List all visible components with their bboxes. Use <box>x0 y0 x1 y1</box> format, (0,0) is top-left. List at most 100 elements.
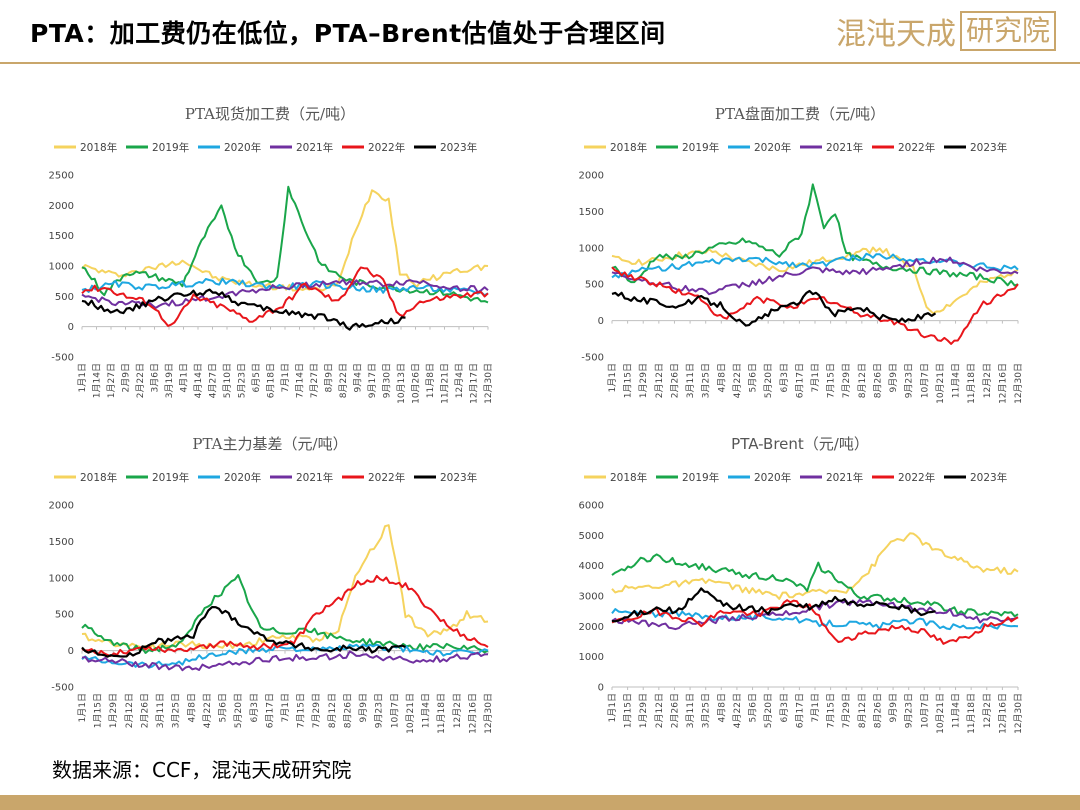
x-tick-label: 12月30日 <box>1013 693 1024 734</box>
x-tick-label: 8月12日 <box>857 693 868 728</box>
x-tick-label: 7月1日 <box>810 693 821 722</box>
chart-title: PTA盘面加工费（元/吨） <box>715 105 885 123</box>
x-tick-label: 7月29日 <box>311 693 322 728</box>
x-tick-label: 9月4日 <box>353 363 364 392</box>
x-tick-label: 3月11日 <box>685 363 696 398</box>
legend-label: 2023年 <box>970 141 1007 154</box>
x-tick-label: 3月25日 <box>701 363 712 398</box>
x-tick-label: 10月21日 <box>935 693 946 734</box>
x-tick-label: 1月1日 <box>607 693 618 722</box>
x-tick-label: 9月23日 <box>374 693 385 728</box>
x-tick-label: 5月20日 <box>763 693 774 728</box>
series-line-2023 <box>81 288 406 331</box>
series-line-2019 <box>81 574 489 654</box>
x-tick-label: 2月26日 <box>139 693 150 728</box>
x-tick-label: 12月16日 <box>997 363 1008 404</box>
x-tick-label: 4月22日 <box>732 693 743 728</box>
x-tick-label: 7月14日 <box>295 363 306 398</box>
x-tick-label: 5月20日 <box>233 693 244 728</box>
chart-spot-processing-fee: PTA现货加工费（元/吨） 2018年 2019年 2020年 2021年 2022年 20… <box>49 105 494 404</box>
logo-text: 混沌天成 <box>835 17 956 52</box>
y-tick-label: 3000 <box>579 592 604 603</box>
x-tick-label: 4月27日 <box>208 363 219 398</box>
x-tick-label: 12月2日 <box>982 363 993 398</box>
x-tick-label: 11月18日 <box>966 363 977 404</box>
x-tick-label: 12月16日 <box>997 693 1008 734</box>
x-tick-label: 2月12日 <box>654 363 665 398</box>
x-tick-label: 5月20日 <box>763 363 774 398</box>
x-tick-label: 7月15日 <box>826 363 837 398</box>
legend-label: 2019年 <box>152 141 189 154</box>
chart-main-basis: PTA主力基差（元/吨） 2018年 2019年 2020年 2021年 2022年 202… <box>49 435 494 734</box>
x-tick-label: 4月22日 <box>732 363 743 398</box>
x-tick-label: 1月29日 <box>638 363 649 398</box>
series-line-2020 <box>611 252 1019 279</box>
x-tick-label: 1月1日 <box>77 693 88 722</box>
legend-label: 2022年 <box>898 471 935 484</box>
x-tick-label: 2月9日 <box>121 363 132 392</box>
x-tick-label: 1月29日 <box>108 693 119 728</box>
x-tick-label: 6月17日 <box>264 693 275 728</box>
x-tick-label: 8月12日 <box>857 363 868 398</box>
chart-title: PTA主力基差（元/吨） <box>192 435 347 453</box>
x-tick-label: 9月17日 <box>367 363 378 398</box>
x-tick-label: 12月4日 <box>454 363 465 398</box>
y-tick-label: 0 <box>68 322 74 333</box>
x-tick-label: 4月8日 <box>716 693 727 722</box>
x-tick-label: 7月1日 <box>810 363 821 392</box>
x-tick-label: 6月17日 <box>794 693 805 728</box>
x-tick-label: 10月13日 <box>396 363 407 404</box>
x-tick-label: 9月9日 <box>358 693 369 722</box>
x-tick-label: 7月1日 <box>280 693 291 722</box>
x-tick-label: 1月14日 <box>92 363 103 398</box>
x-tick-label: 8月26日 <box>872 693 883 728</box>
series-line-2018 <box>81 524 489 652</box>
legend-label: 2020年 <box>224 471 261 484</box>
legend-label: 2018年 <box>80 141 117 154</box>
header-divider <box>0 62 1080 64</box>
y-tick-label: 500 <box>585 280 604 291</box>
x-tick-label: 3月11日 <box>685 693 696 728</box>
x-tick-label: 3月25日 <box>701 693 712 728</box>
x-tick-label: 11月21日 <box>440 363 451 404</box>
chart-futures-processing-fee: PTA盘面加工费（元/吨） 2018年 2019年 2020年 2021年 2022年 20… <box>579 105 1024 404</box>
x-tick-label: 3月19日 <box>164 363 175 398</box>
series-line-2022 <box>611 599 1019 645</box>
x-tick-label: 2月22日 <box>135 363 146 398</box>
x-tick-label: 9月23日 <box>904 693 915 728</box>
series-line-2019 <box>611 183 1019 287</box>
x-tick-label: 2月26日 <box>669 693 680 728</box>
x-tick-label: 11月18日 <box>436 693 447 734</box>
series-line-2022 <box>611 266 1019 345</box>
y-tick-label: -500 <box>51 683 74 694</box>
x-tick-label: 1月29日 <box>638 693 649 728</box>
y-tick-label: 1000 <box>49 262 74 273</box>
y-tick-label: 500 <box>55 610 74 621</box>
x-tick-label: 9月30日 <box>382 363 393 398</box>
x-tick-label: 12月30日 <box>483 363 494 404</box>
legend-label: 2023年 <box>440 141 477 154</box>
x-tick-label: 6月3日 <box>779 363 790 392</box>
y-tick-label: 1500 <box>49 231 74 242</box>
x-tick-label: 10月21日 <box>935 363 946 404</box>
legend-label: 2020年 <box>754 471 791 484</box>
chart-title: PTA现货加工费（元/吨） <box>185 105 355 123</box>
y-tick-label: 1000 <box>49 573 74 584</box>
x-tick-label: 11月4日 <box>421 693 432 728</box>
y-tick-label: 0 <box>68 646 74 657</box>
x-tick-label: 6月17日 <box>794 363 805 398</box>
x-tick-label: 12月2日 <box>452 693 463 728</box>
x-tick-label: 6月3日 <box>249 693 260 722</box>
x-tick-label: 3月25日 <box>171 693 182 728</box>
x-tick-label: 7月27日 <box>309 363 320 398</box>
y-tick-label: -500 <box>581 353 604 364</box>
x-tick-label: 4月8日 <box>186 693 197 722</box>
legend-label: 2021年 <box>296 471 333 484</box>
series-line-2023 <box>81 606 406 658</box>
legend-label: 2020年 <box>224 141 261 154</box>
x-tick-label: 1月1日 <box>77 363 88 392</box>
x-tick-label: 8月12日 <box>327 693 338 728</box>
y-tick-label: 1000 <box>579 652 604 663</box>
legend-label: 2019年 <box>682 471 719 484</box>
x-tick-label: 1月27日 <box>106 363 117 398</box>
